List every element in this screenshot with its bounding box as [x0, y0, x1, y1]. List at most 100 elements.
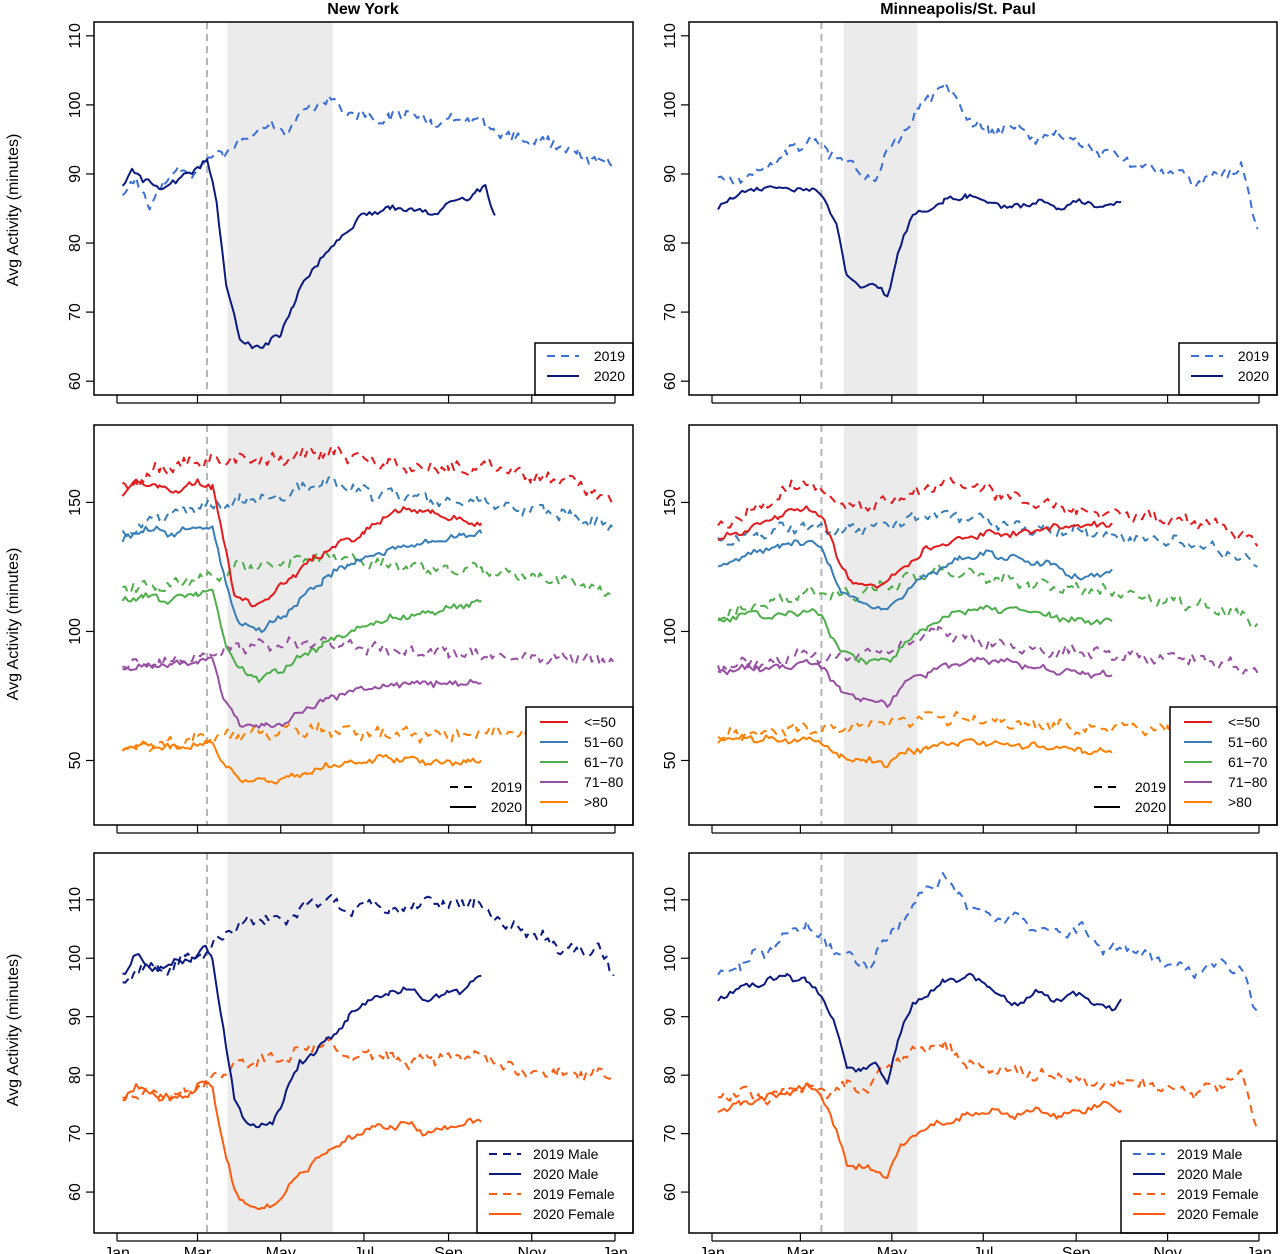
y-tick-label: 90	[662, 165, 679, 183]
style-legend-label: 2019	[491, 779, 522, 795]
y-axis-label-row-2: Avg Activity (minutes)	[5, 548, 22, 701]
x-tick-label: Jul	[354, 1245, 374, 1254]
y-tick-label: 50	[67, 751, 84, 769]
legend: 2019 2020	[1178, 342, 1278, 396]
style-legend-label: 2020	[1135, 799, 1166, 815]
shaded-region	[843, 853, 918, 1233]
series--80-2020	[122, 739, 482, 785]
legend-label: 2020 Male	[1177, 1166, 1243, 1182]
style-legend: 2019 2020	[450, 779, 522, 815]
legend: 2019 2020	[534, 342, 634, 396]
y-tick-label: 100	[662, 91, 679, 118]
y-tick-label: 100	[662, 618, 679, 645]
x-tick-label: Nov	[518, 1245, 546, 1254]
series-lines	[121, 444, 615, 785]
legend-label: <=50	[584, 714, 616, 730]
series-2020-male	[717, 972, 1122, 1085]
y-tick-label: 70	[67, 303, 84, 321]
series-51-60-2019	[121, 474, 615, 539]
y-tick-label: 60	[662, 372, 679, 390]
y-tick-label: 80	[662, 234, 679, 252]
legend: 2019 Male 2020 Male 2019 Female 2020 Female	[476, 1140, 634, 1234]
series-71-80-2019	[122, 636, 615, 671]
shaded-region	[227, 22, 333, 395]
x-tick-label: Jan	[602, 1245, 628, 1254]
style-legend-label: 2019	[1135, 779, 1166, 795]
legend-box	[1169, 706, 1278, 826]
shaded-region	[227, 425, 333, 825]
y-tick-label: 50	[662, 751, 679, 769]
series-2019-male	[717, 872, 1259, 1017]
series-2020-female	[717, 1082, 1122, 1179]
legend: <=50 51−60 61−70 71−80 >80	[1169, 706, 1278, 826]
legend-label: 51−60	[1228, 734, 1268, 750]
y-tick-label: 100	[662, 945, 679, 972]
y-axis-label-row-3: Avg Activity (minutes)	[5, 954, 22, 1107]
series-2019	[717, 81, 1259, 230]
x-tick-label: Sep	[434, 1245, 463, 1254]
shaded-region	[843, 425, 918, 825]
y-tick-label: 60	[67, 1183, 84, 1201]
legend-label: 2020 Female	[533, 1206, 615, 1222]
legend-label: 2020 Female	[1177, 1206, 1259, 1222]
col-title-minneapolis: Minneapolis/St. Paul	[880, 1, 1036, 18]
legend-box	[476, 1140, 634, 1234]
legend-label: 61−70	[1228, 754, 1268, 770]
style-legend: 2019 2020	[1094, 779, 1166, 815]
series-lines	[717, 476, 1259, 769]
chart-panels: 2019 2020 60 70 80 90 100 110 2019 2020 60 70 80 90 10…	[67, 21, 1278, 1254]
series-lines	[121, 94, 614, 350]
x-tick-label: Nov	[1153, 1245, 1181, 1254]
y-tick-label: 80	[662, 1066, 679, 1084]
y-tick-label: 70	[67, 1125, 84, 1143]
legend: <=50 51−60 61−70 71−80 >80	[525, 706, 634, 826]
legend-label: 71−80	[584, 774, 624, 790]
plot-frame	[93, 21, 634, 396]
series-61-70-2019	[717, 563, 1259, 630]
series--50-2020	[121, 478, 483, 608]
y-tick-label: 100	[67, 945, 84, 972]
series-71-80-2020	[122, 656, 482, 729]
series-51-60-2019	[717, 509, 1258, 568]
legend-label: 71−80	[1228, 774, 1268, 790]
x-tick-label: Sep	[1062, 1245, 1091, 1254]
series-71-80-2019	[717, 626, 1259, 676]
y-tick-label: 100	[67, 91, 84, 118]
x-tick-label: Jan	[104, 1245, 130, 1254]
series--50-2019	[717, 476, 1259, 547]
series--80-2019	[121, 721, 614, 753]
x-tick-label: Jan	[1246, 1245, 1272, 1254]
legend-label: 2020	[594, 368, 625, 384]
series-61-70-2020	[121, 588, 482, 684]
shaded-region	[227, 853, 333, 1233]
series-lines	[717, 872, 1259, 1179]
y-tick-label: 100	[67, 618, 84, 645]
series-lines	[717, 81, 1259, 298]
x-tick-label: May	[877, 1245, 907, 1254]
legend-label: 61−70	[584, 754, 624, 770]
y-tick-label: 60	[662, 1183, 679, 1201]
y-tick-label: 80	[67, 1066, 84, 1084]
legend-label: <=50	[1228, 714, 1260, 730]
y-tick-label: 70	[662, 1125, 679, 1143]
x-tick-label: Jul	[973, 1245, 993, 1254]
legend-label: 2019	[594, 348, 625, 364]
series-lines	[122, 894, 615, 1211]
y-tick-label: 150	[662, 489, 679, 516]
shaded-region	[843, 22, 918, 395]
y-tick-label: 150	[67, 489, 84, 516]
series-51-60-2020	[717, 539, 1113, 611]
series--50-2020	[717, 505, 1113, 589]
panel-ny-age: <=50 51−60 61−70 71−80 >80 2019 2020 50 100 150	[67, 424, 634, 834]
x-tick-label: May	[266, 1245, 296, 1254]
y-tick-label: 110	[67, 23, 84, 49]
series-2019-female	[122, 1036, 615, 1102]
legend-box	[1120, 1140, 1278, 1234]
legend-label: 2020	[1238, 368, 1269, 384]
series-2020-male	[122, 944, 482, 1129]
col-title-new-york: New York	[327, 1, 399, 18]
y-tick-label: 60	[67, 372, 84, 390]
plot-frame	[688, 21, 1278, 396]
y-tick-label: 110	[67, 887, 84, 913]
series-2020	[717, 185, 1122, 298]
